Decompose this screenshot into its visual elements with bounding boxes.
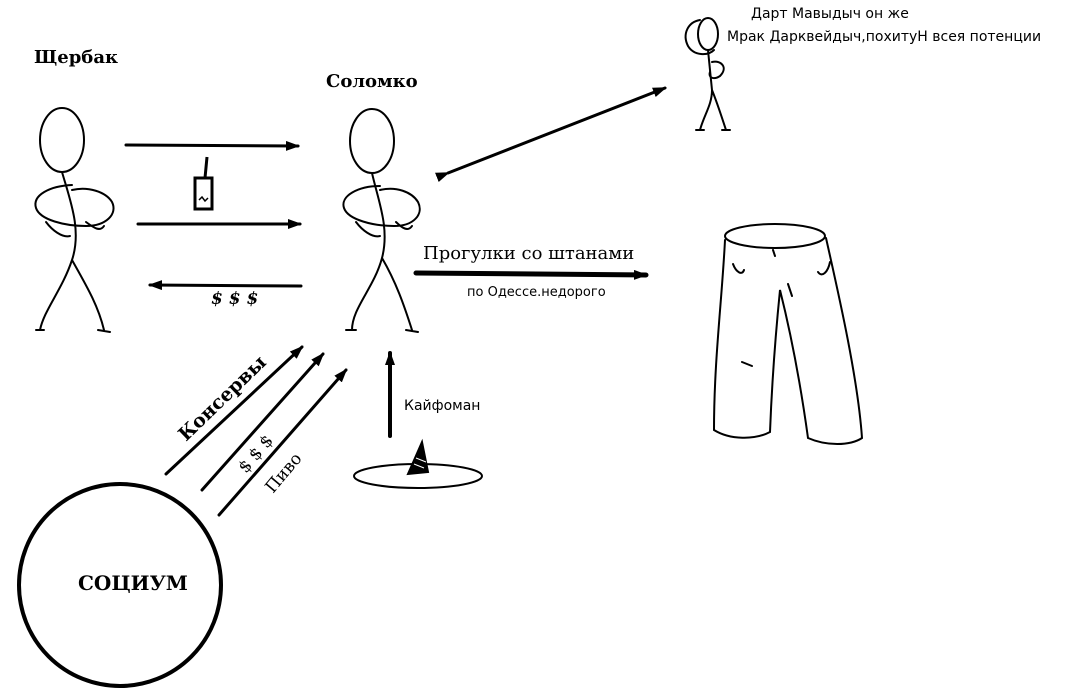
arrow-top-left-to-center <box>124 140 300 151</box>
arrow-money-up <box>200 352 325 492</box>
pants-drawing <box>712 223 864 445</box>
kaifoman-pile-icon <box>353 438 483 489</box>
stick-figure-center <box>342 108 421 333</box>
arrow-money-back <box>148 280 303 291</box>
label-dart-line2: Мрак Дарквейдыч,похитуН всея потенции <box>727 29 1042 45</box>
arrow-canned <box>164 345 304 476</box>
arrow-beer <box>217 368 348 517</box>
label-society: СОЦИУМ <box>78 571 188 595</box>
arrows-group <box>124 86 667 517</box>
label-money-back: $ $ $ <box>211 289 259 309</box>
bottle-icon <box>193 156 214 211</box>
label-canned: Консервы <box>174 351 271 445</box>
arrow-center-to-dart <box>435 86 667 183</box>
arrow-to-pants <box>413 269 649 280</box>
label-walks-pants: Прогулки со штанами <box>423 243 635 264</box>
stick-figure-top-right <box>684 17 731 131</box>
label-left-person: Щербак <box>34 47 118 68</box>
label-beer: Пиво <box>262 449 307 497</box>
label-center-person: Соломко <box>326 71 418 92</box>
society-circle <box>17 482 223 688</box>
label-kaifoman: Кайфоман <box>404 398 481 414</box>
label-walks-pants-sub: по Одессе.недорого <box>467 285 606 300</box>
stick-figure-left <box>34 107 115 333</box>
label-dart-line1: Дарт Мавыдыч он же <box>751 6 909 22</box>
